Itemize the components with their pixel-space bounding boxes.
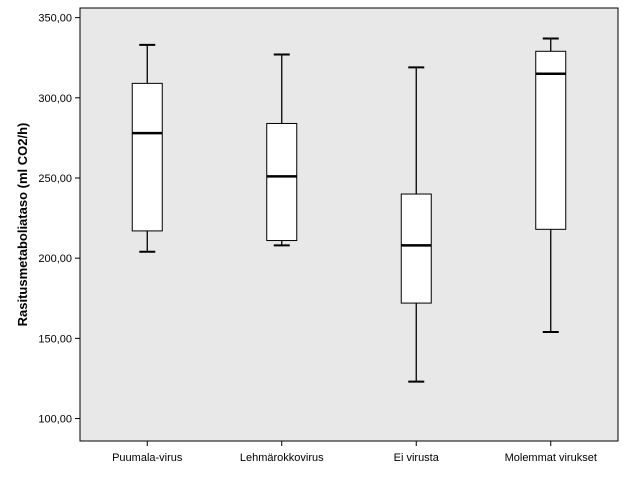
iqr-box xyxy=(535,50,567,230)
iqr-box xyxy=(400,193,432,304)
x-category-label: Ei virusta xyxy=(394,452,440,464)
x-category-label: Lehmärokkovirus xyxy=(240,452,324,464)
y-tick-label: 150,00 xyxy=(38,333,72,345)
iqr-box xyxy=(131,82,163,232)
y-tick-label: 350,00 xyxy=(38,13,72,25)
box-1 xyxy=(131,43,163,253)
box-2 xyxy=(266,53,298,247)
y-tick-label: 300,00 xyxy=(38,93,72,105)
y-tick-label: 250,00 xyxy=(38,173,72,185)
y-tick-label: 200,00 xyxy=(38,253,72,265)
x-category-label: Puumala-virus xyxy=(112,452,183,464)
x-category-label: Molemmat virukset xyxy=(505,452,597,464)
boxes-group xyxy=(131,37,567,383)
iqr-box xyxy=(266,122,298,242)
y-tick-label: 100,00 xyxy=(38,414,72,426)
y-axis-title: Rasitusmetaboliataso (ml CO2/h) xyxy=(15,123,30,327)
x-axis-ticks: Puumala-virus Lehmärokkovirus Ei virusta Mo… xyxy=(112,441,597,464)
box-3 xyxy=(400,66,432,383)
plot-area xyxy=(79,7,619,442)
y-axis-ticks: 100,00 150,00 200,00 250,00 300,00 350,00 xyxy=(38,13,80,426)
box-4 xyxy=(535,37,567,333)
